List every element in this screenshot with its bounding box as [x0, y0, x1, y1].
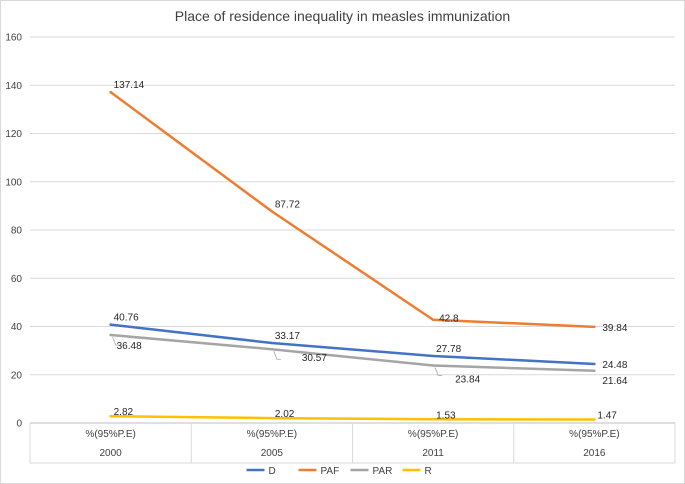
legend-label-r: R: [425, 466, 432, 477]
data-label-r: 1.53: [436, 410, 456, 421]
data-label-par: 36.48: [117, 341, 142, 352]
data-label-par: 30.57: [302, 353, 327, 364]
x-tick-label: 2005: [261, 448, 284, 459]
data-point-d: [270, 341, 274, 345]
data-label-paf: 87.72: [275, 199, 300, 210]
data-label-par: 23.84: [455, 374, 480, 385]
data-point-r: [593, 418, 596, 421]
data-point-paf: [270, 210, 274, 213]
chart-title: Place of residence inequality in measles…: [174, 8, 511, 24]
data-point-r: [270, 416, 274, 420]
data-label-d: 27.78: [436, 344, 461, 355]
x-tick-sublabel: %(95%P.E): [247, 429, 297, 440]
y-tick-label: 40: [11, 322, 23, 333]
data-label-r: 1.47: [597, 410, 617, 421]
data-label-r: 2.82: [114, 407, 134, 418]
y-axis: 0 20 40 60 80 100 120 140 160: [5, 33, 22, 430]
y-tick-label: 100: [5, 177, 22, 188]
y-tick-label: 80: [11, 226, 23, 237]
legend-label-d: D: [269, 466, 276, 477]
data-point-d: [593, 362, 596, 366]
legend: D PAF PAR R: [246, 466, 432, 477]
gridlines: [30, 36, 675, 424]
leader-line: [434, 367, 443, 376]
legend-label-paf: PAF: [321, 466, 340, 477]
data-point-par: [431, 364, 435, 367]
x-tick-label: 2000: [100, 448, 123, 459]
x-axis: %(95%P.E) 2000 %(95%P.E) 2005 %(95%P.E) 2011%…: [29, 423, 676, 464]
y-tick-label: 140: [5, 81, 22, 92]
data-point-d: [431, 354, 435, 358]
data-label-r: 2.02: [275, 409, 295, 420]
leader-line: [112, 336, 120, 346]
data-point-r: [109, 414, 112, 418]
data-point-d: [109, 323, 112, 326]
data-point-paf: [431, 318, 435, 321]
leader-line: [273, 351, 281, 360]
data-point-par: [593, 369, 596, 372]
y-tick-label: 120: [5, 129, 22, 140]
data-point-paf: [109, 90, 112, 94]
series-line-d: [109, 323, 596, 366]
data-label-paf: 42.8: [439, 314, 459, 325]
data-label-paf: 39.84: [602, 323, 627, 334]
y-tick-label: 60: [11, 274, 23, 285]
data-label-d: 24.48: [602, 360, 627, 371]
x-tick-sublabel: %(95%P.E): [85, 429, 135, 440]
series-line-paf: [109, 90, 596, 329]
y-tick-label: 160: [5, 33, 22, 44]
x-tick-label: 2016: [583, 448, 606, 459]
data-label-d: 40.76: [114, 313, 139, 324]
data-point-par: [109, 333, 112, 337]
y-tick-label: 20: [11, 370, 23, 381]
series-line-r: [109, 414, 596, 421]
data-label-par: 21.64: [602, 376, 627, 387]
y-tick-label: 0: [16, 419, 22, 430]
x-tick-sublabel: %(95%P.E): [569, 429, 619, 440]
series-line-par: [109, 333, 596, 373]
x-tick-label: 2011: [422, 448, 444, 459]
x-tick-sublabel: %(95%P.E): [408, 429, 458, 440]
data-point-paf: [593, 325, 596, 329]
data-label-d: 33.17: [275, 331, 300, 342]
series-lines: [109, 90, 596, 421]
legend-label-par: PAR: [373, 466, 393, 477]
data-labels: 40.76 33.17 27.78 24.48 137.14 87.72 42.8 39.84…: [112, 80, 628, 421]
data-point-r: [431, 418, 435, 421]
data-label-paf: 137.14: [114, 80, 145, 91]
data-point-par: [270, 348, 274, 351]
